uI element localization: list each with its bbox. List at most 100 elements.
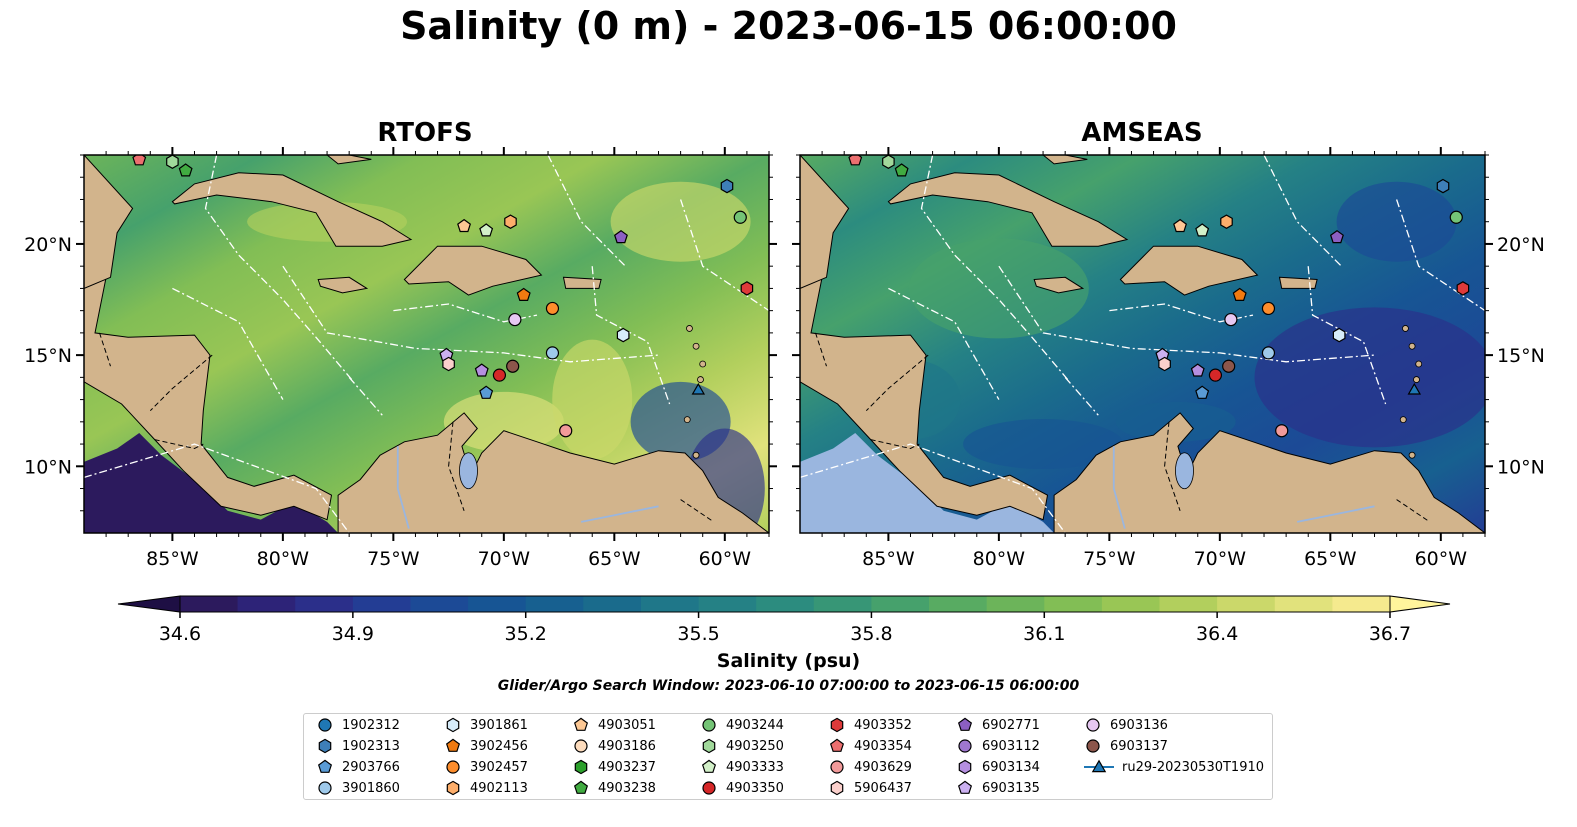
colorbar-segment	[295, 596, 354, 612]
colorbar-label: Salinity (psu)	[716, 650, 861, 672]
float-marker	[516, 287, 531, 301]
colorbar-segment	[352, 596, 412, 612]
legend-marker	[830, 717, 844, 733]
legend-item: 4903238	[572, 778, 656, 798]
colorbar-segment	[410, 596, 469, 612]
lon-tick-label: 80°W	[973, 548, 1026, 570]
legend-item: 4903629	[828, 757, 912, 777]
float-marker	[733, 210, 747, 224]
legend-item: 4902113	[444, 778, 528, 798]
panel-title-amseas: AMSEAS	[1081, 118, 1203, 148]
national-border	[1164, 421, 1181, 511]
legend-label: 1902312	[342, 717, 400, 733]
national-border	[448, 421, 465, 511]
legend-marker	[702, 738, 716, 754]
landmass-cuba	[887, 172, 1129, 247]
legend-marker	[701, 759, 717, 773]
landmass-cuba	[171, 172, 413, 247]
colorbar: 34.6 34.9 35.2 35.5 35.8 36.1 36.4 36.7	[117, 595, 1451, 645]
salinity-patch	[610, 181, 751, 262]
legend-label: 6902771	[982, 717, 1040, 733]
landmass-puerto-rico	[1278, 276, 1318, 289]
landmass-yucatan	[84, 155, 134, 289]
lon-tick-label: 60°W	[699, 548, 752, 570]
legend-label: 6903134	[982, 759, 1040, 775]
colorbar-segment	[698, 596, 757, 612]
legend-marker	[318, 738, 332, 754]
float-marker	[545, 301, 560, 316]
legend-label: 1902313	[342, 738, 400, 754]
legend-item: 6902771	[956, 715, 1040, 735]
float-marker	[1456, 281, 1470, 296]
colorbar-segment	[237, 596, 296, 612]
lon-tick-label: 75°W	[367, 548, 420, 570]
float-marker	[691, 382, 706, 395]
salinity-patch	[552, 339, 633, 460]
national-border	[865, 354, 929, 412]
legend-marker	[958, 759, 972, 775]
colorbar-tick-label: 34.9	[332, 623, 374, 645]
float-marker	[559, 424, 573, 438]
float-marker	[1261, 301, 1276, 316]
legend-marker	[702, 781, 716, 795]
float-marker	[1173, 218, 1188, 233]
legend-item: 3901860	[316, 778, 400, 798]
eez-boundary	[591, 266, 671, 405]
lon-tick-label: 85°W	[862, 548, 915, 570]
colorbar-segment	[525, 596, 584, 612]
lake-maracaibo	[1175, 452, 1194, 490]
legend-label: 4903333	[726, 759, 784, 775]
legend-float-marker	[830, 717, 844, 733]
legend: 1902312 1902313 2903766 3901860 3901861 39024…	[303, 713, 1273, 800]
legend-label: ru29-20230530T1910	[1122, 759, 1265, 775]
legend-label: 4902113	[470, 780, 528, 796]
colorbar-tick-label: 35.2	[505, 623, 547, 645]
salinity-patch	[908, 238, 1089, 339]
island	[683, 416, 691, 424]
legend-float-marker	[702, 718, 716, 732]
national-border	[99, 332, 111, 367]
colorbar-segment	[1217, 596, 1276, 612]
legend-item: 3901861	[444, 715, 528, 735]
legend-label: 4903051	[598, 717, 656, 733]
island	[692, 451, 700, 459]
legend-item: 6903137	[1084, 736, 1168, 756]
salinity-patch	[963, 419, 1124, 470]
legend-marker	[1084, 759, 1114, 773]
legend-marker	[446, 760, 460, 774]
lon-tick-label: 70°W	[1194, 548, 1247, 570]
island	[1413, 376, 1420, 383]
colorbar-frame	[179, 595, 1391, 613]
legend-item: 4903250	[700, 736, 784, 756]
legend-label: 6903135	[982, 780, 1040, 796]
legend-float-marker	[829, 738, 845, 752]
legend-float-marker	[573, 717, 589, 731]
legend-float-marker	[702, 781, 716, 795]
island	[692, 342, 700, 350]
float-marker	[545, 346, 560, 360]
legend-item: 4903354	[828, 736, 912, 756]
float-marker	[166, 155, 179, 169]
colorbar-segment	[1274, 596, 1333, 612]
legend-item: 1902312	[316, 715, 400, 735]
float-marker	[882, 155, 895, 169]
eez-boundary	[679, 199, 769, 312]
lat-tick-label: 20°N	[1497, 234, 1545, 256]
legend-item: 3902456	[444, 736, 528, 756]
legend-label: 6903112	[982, 738, 1040, 754]
float-marker	[442, 356, 455, 372]
legend-label: 3902457	[470, 759, 528, 775]
legend-float-marker	[317, 759, 333, 773]
legend-label: 4903352	[854, 717, 912, 733]
legend-marker	[574, 739, 588, 753]
island	[697, 376, 704, 383]
legend-marker	[1086, 739, 1100, 753]
landmass-hispaniola	[1119, 245, 1259, 296]
search-window-text: Glider/Argo Search Window: 2023-06-10 07…	[497, 678, 1080, 694]
float-marker	[1332, 327, 1346, 343]
national-border	[815, 332, 827, 367]
lat-tick-label: 20°N	[24, 234, 72, 256]
float-marker	[1195, 385, 1210, 399]
colorbar-extend-high	[1389, 595, 1451, 613]
